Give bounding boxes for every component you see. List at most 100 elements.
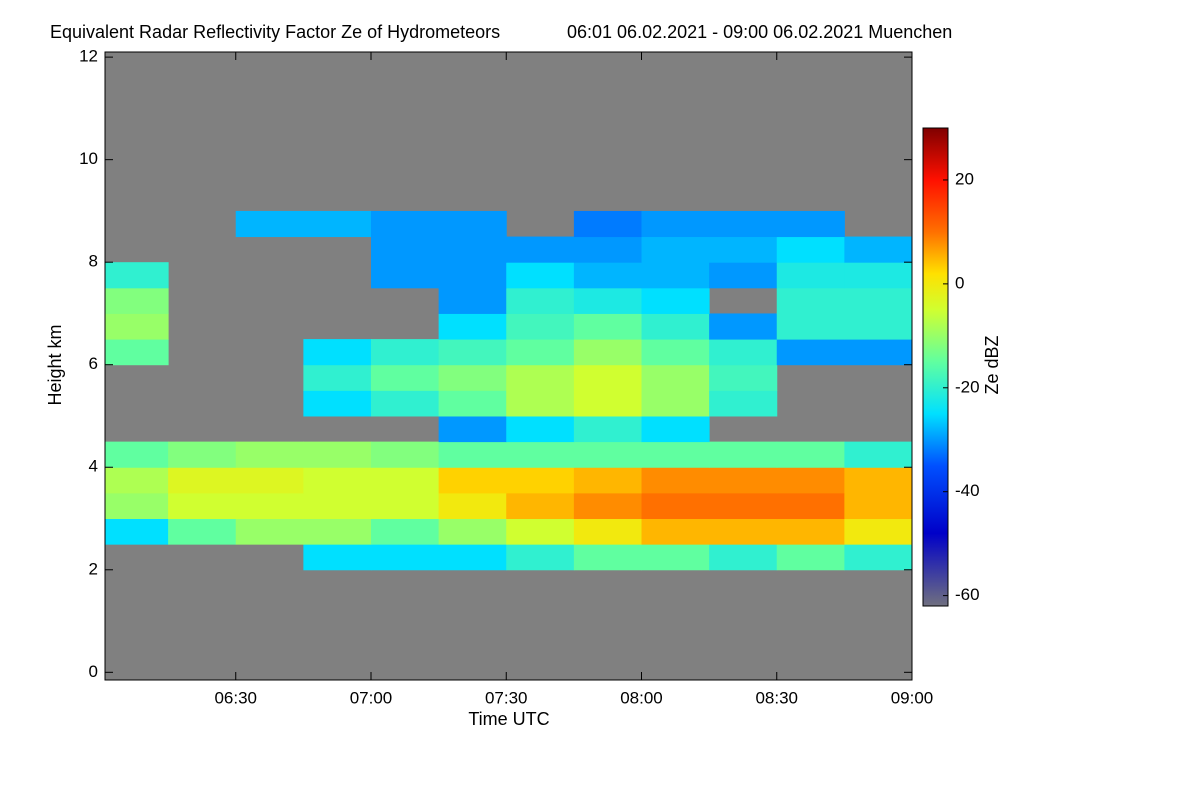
heatmap-cell: [641, 364, 710, 391]
heatmap-cell: [573, 390, 642, 417]
heatmap-cell: [105, 492, 169, 520]
colorbar-tick-label: -60: [955, 585, 980, 604]
heatmap-cell: [573, 415, 642, 443]
heatmap-cell: [303, 339, 372, 366]
x-tick-label: 08:00: [620, 688, 663, 707]
heatmap-cell: [438, 492, 507, 520]
heatmap-cell: [776, 339, 845, 366]
heatmap-cell: [709, 467, 778, 494]
x-tick-label: 07:00: [350, 688, 393, 707]
heatmap-cell: [168, 518, 237, 545]
heatmap-cell: [844, 441, 913, 468]
heatmap-cell: [438, 287, 507, 314]
heatmap-cell: [709, 313, 778, 340]
heatmap-cell: [776, 313, 845, 340]
heatmap-cell: [641, 210, 710, 238]
heatmap-cell: [370, 390, 440, 417]
y-tick-label: 8: [89, 252, 98, 271]
heatmap-cell: [709, 236, 778, 263]
heatmap-cell: [641, 467, 710, 494]
heatmap-cell: [438, 544, 507, 571]
heatmap-cell: [844, 262, 913, 289]
heatmap-cell: [506, 518, 575, 545]
heatmap-cell: [506, 339, 575, 366]
heatmap-cell: [844, 339, 913, 366]
heatmap-cell: [709, 518, 778, 545]
heatmap-cell: [573, 518, 642, 545]
heatmap-cell: [235, 492, 304, 520]
chart-title: Equivalent Radar Reflectivity Factor Ze …: [50, 22, 500, 42]
heatmap-cell: [370, 544, 440, 571]
heatmap-cell: [506, 544, 575, 571]
heatmap-cell: [844, 467, 913, 494]
heatmap-cell: [105, 313, 169, 340]
heatmap-cell: [370, 262, 440, 289]
heatmap-cell: [105, 518, 169, 545]
heatmap-cell: [641, 544, 710, 571]
heatmap-cell: [844, 236, 913, 263]
heatmap-cell: [303, 364, 372, 391]
heatmap-cell: [506, 390, 575, 417]
heatmap-cell: [573, 364, 642, 391]
plot-frame: [104, 51, 913, 681]
heatmap-cell: [776, 287, 845, 314]
heatmap-cell: [844, 518, 913, 545]
y-tick-label: 4: [89, 457, 98, 476]
heatmap-cell: [709, 364, 778, 391]
heatmap-cell: [709, 492, 778, 520]
y-tick-label: 6: [89, 354, 98, 373]
heatmap-cell: [438, 441, 507, 468]
heatmap-cell: [370, 441, 440, 468]
heatmap-cell: [303, 518, 372, 545]
chart-subtitle: 06:01 06.02.2021 - 09:00 06.02.2021 Muen…: [567, 22, 952, 42]
heatmap-cell: [776, 210, 845, 238]
colorbar: [922, 127, 949, 607]
heatmap-cell: [506, 415, 575, 443]
heatmap-cell: [573, 467, 642, 494]
heatmap-cell: [641, 236, 710, 263]
y-tick-label: 10: [79, 149, 98, 168]
heatmap-cell: [641, 390, 710, 417]
heatmap-cell: [303, 390, 372, 417]
colorbar-label: Ze dBZ: [982, 335, 1002, 394]
heatmap-cell: [438, 313, 507, 340]
heatmap-cell: [438, 364, 507, 391]
heatmap-cell: [506, 287, 575, 314]
heatmap-cell: [641, 492, 710, 520]
heatmap-cell: [776, 492, 845, 520]
heatmap-cell: [105, 339, 169, 366]
heatmap-cell: [709, 390, 778, 417]
heatmap-cell: [303, 467, 372, 494]
heatmap-cell: [438, 262, 507, 289]
x-tick-label: 06:30: [214, 688, 257, 707]
x-tick-label: 09:00: [891, 688, 934, 707]
heatmap-cell: [438, 467, 507, 494]
heatmap-cell: [776, 467, 845, 494]
heatmap-cell: [709, 210, 778, 238]
heatmap-cell: [844, 544, 913, 571]
heatmap-cell: [573, 441, 642, 468]
heatmap-cell: [168, 467, 237, 494]
heatmap-cell: [641, 262, 710, 289]
colorbar-tick-label: 20: [955, 169, 974, 188]
heatmap-cell: [573, 339, 642, 366]
heatmap-cell: [105, 287, 169, 314]
heatmap-cell: [573, 210, 642, 238]
heatmap-cell: [235, 210, 304, 238]
y-tick-label: 12: [79, 47, 98, 66]
heatmap-cell: [506, 441, 575, 468]
heatmap-cell: [105, 467, 169, 494]
y-axis-label: Height km: [45, 324, 65, 405]
heatmap-cell: [370, 364, 440, 391]
heatmap-cell: [776, 262, 845, 289]
colorbar-tick-label: -40: [955, 481, 980, 500]
heatmap-cell: [573, 287, 642, 314]
heatmap-cell: [573, 492, 642, 520]
x-tick-label: 08:30: [755, 688, 798, 707]
heatmap-cell: [370, 467, 440, 494]
heatmap-cell: [168, 492, 237, 520]
y-tick-label: 0: [89, 662, 98, 681]
colorbar-tick-label: 0: [955, 273, 964, 292]
heatmap-cell: [105, 441, 169, 468]
